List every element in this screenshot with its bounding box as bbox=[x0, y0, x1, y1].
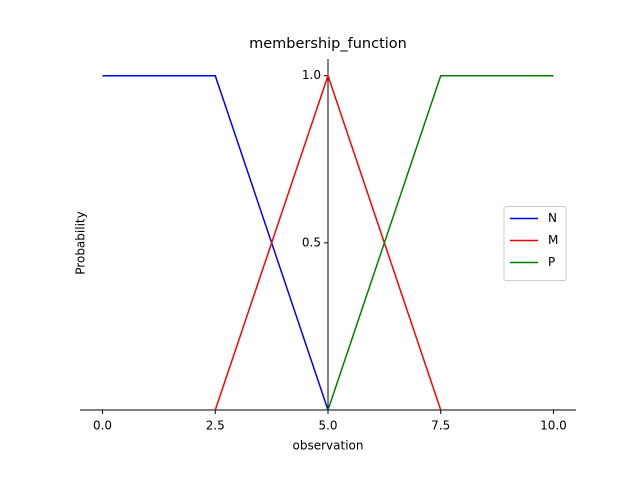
legend-label: M bbox=[548, 233, 558, 247]
x-axis-label: observation bbox=[293, 439, 364, 453]
x-tick-label: 5.0 bbox=[318, 419, 337, 433]
line bbox=[214, 73, 442, 411]
line bbox=[327, 74, 554, 411]
legend-label: P bbox=[548, 255, 555, 269]
x-tick-label: 10.0 bbox=[540, 419, 567, 433]
x-tick-label: 2.5 bbox=[206, 419, 225, 433]
y-tick-label: 0.5 bbox=[302, 235, 321, 249]
x-tick-label: 7.5 bbox=[431, 419, 450, 433]
y-axis-label: Probability bbox=[74, 211, 88, 274]
x-tick-label: 0.0 bbox=[93, 419, 112, 433]
legend-label: N bbox=[548, 211, 557, 225]
y-tick-label: 1.0 bbox=[302, 68, 321, 82]
chart-title: membership_function bbox=[249, 36, 407, 52]
line bbox=[102, 74, 329, 411]
